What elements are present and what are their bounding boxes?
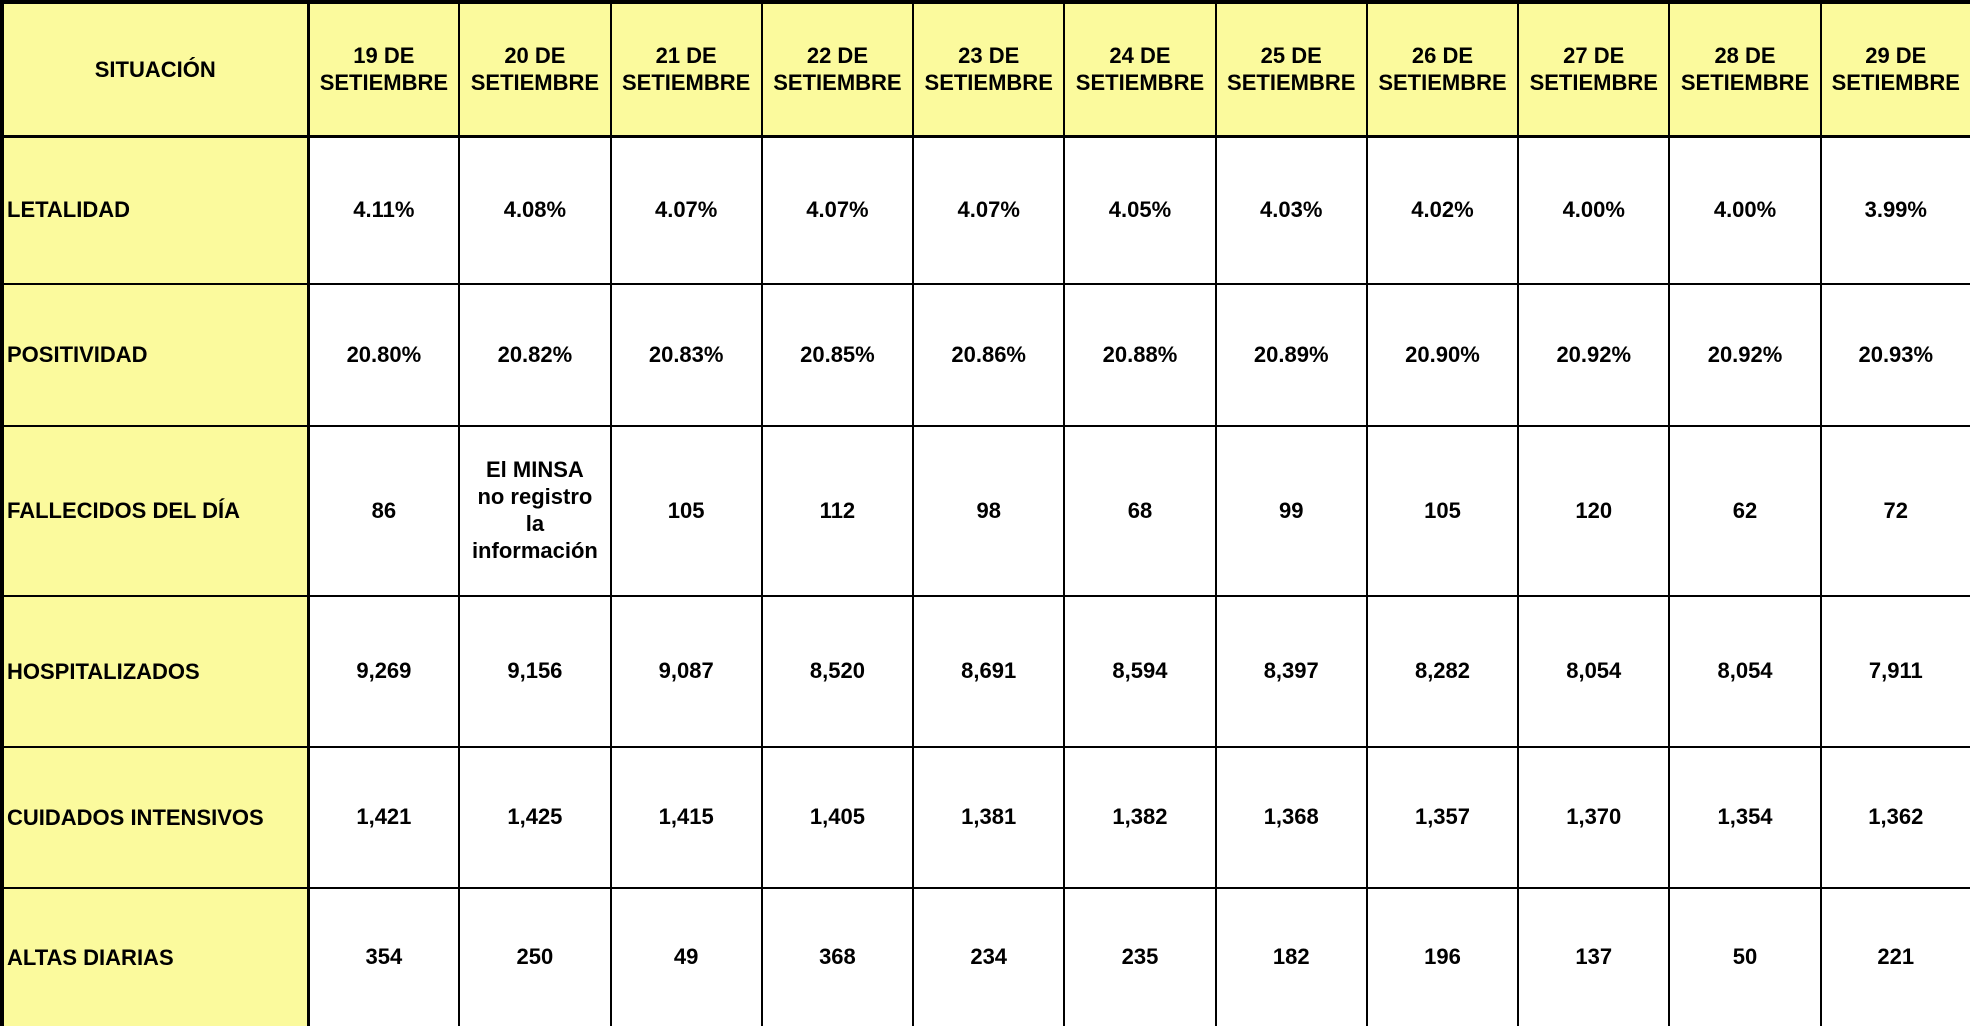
table-cell: 20.92% bbox=[1668, 283, 1822, 427]
table-cell: 7,911 bbox=[1819, 595, 1970, 748]
table-cell: 112 bbox=[760, 425, 915, 597]
table-row: LETALIDAD 4.11% 4.08% 4.07% 4.07% 4.07% 4.05% 4… bbox=[1, 135, 1970, 285]
table-cell: 72 bbox=[1819, 425, 1970, 597]
table-cell: 8,520 bbox=[760, 595, 915, 748]
table-cell: 1,405 bbox=[760, 746, 915, 889]
column-header-date: 22 DE SETIEMBRE bbox=[760, 1, 915, 138]
table-cell: 1,354 bbox=[1668, 746, 1822, 889]
table-cell: 1,381 bbox=[912, 746, 1066, 889]
table-cell: 120 bbox=[1517, 425, 1671, 597]
table-cell: 1,357 bbox=[1365, 746, 1520, 889]
table-cell: 105 bbox=[609, 425, 763, 597]
column-header-date: 23 DE SETIEMBRE bbox=[912, 1, 1066, 138]
column-header-date: 20 DE SETIEMBRE bbox=[458, 1, 612, 138]
row-label: FALLECIDOS DEL DÍA bbox=[1, 425, 310, 597]
table-cell: 368 bbox=[760, 887, 915, 1026]
table-cell: 20.88% bbox=[1063, 283, 1217, 427]
table-cell: 9,156 bbox=[458, 595, 612, 748]
table-cell: El MINSA no registro la información bbox=[458, 425, 612, 597]
table-cell: 4.03% bbox=[1214, 135, 1368, 285]
table-cell: 9,269 bbox=[306, 595, 461, 748]
table-cell: 49 bbox=[609, 887, 763, 1026]
table-cell: 8,397 bbox=[1214, 595, 1368, 748]
table-cell: 354 bbox=[306, 887, 461, 1026]
header-row: SITUACIÓN 19 DE SETIEMBRE 20 DE SETIEMBRE 2… bbox=[1, 1, 1970, 138]
table-cell: 62 bbox=[1668, 425, 1822, 597]
table-cell: 1,362 bbox=[1819, 746, 1970, 889]
table-cell: 20.80% bbox=[306, 283, 461, 427]
column-header-date: 24 DE SETIEMBRE bbox=[1063, 1, 1217, 138]
table-cell: 182 bbox=[1214, 887, 1368, 1026]
column-header-date: 21 DE SETIEMBRE bbox=[609, 1, 763, 138]
column-header-date: 29 DE SETIEMBRE bbox=[1819, 1, 1970, 138]
corner-header-situacion: SITUACIÓN bbox=[1, 1, 310, 138]
table-cell: 20.82% bbox=[458, 283, 612, 427]
table-cell: 3.99% bbox=[1819, 135, 1970, 285]
column-header-date: 28 DE SETIEMBRE bbox=[1668, 1, 1822, 138]
column-header-date: 19 DE SETIEMBRE bbox=[306, 1, 461, 138]
table-cell: 20.90% bbox=[1365, 283, 1520, 427]
table-cell: 105 bbox=[1365, 425, 1520, 597]
column-header-date: 27 DE SETIEMBRE bbox=[1517, 1, 1671, 138]
table-cell: 8,691 bbox=[912, 595, 1066, 748]
row-label: HOSPITALIZADOS bbox=[1, 595, 310, 748]
table-row: ALTAS DIARIAS 354 250 49 368 234 235 182 196 137 5… bbox=[1, 887, 1970, 1026]
table-cell: 86 bbox=[306, 425, 461, 597]
table-cell: 4.07% bbox=[609, 135, 763, 285]
table-cell: 4.07% bbox=[760, 135, 915, 285]
table-cell: 137 bbox=[1517, 887, 1671, 1026]
table-cell: 1,421 bbox=[306, 746, 461, 889]
table-row: POSITIVIDAD 20.80% 20.82% 20.83% 20.85% 20.86… bbox=[1, 283, 1970, 427]
row-label: LETALIDAD bbox=[1, 135, 310, 285]
table-cell: 250 bbox=[458, 887, 612, 1026]
row-label: ALTAS DIARIAS bbox=[1, 887, 310, 1026]
row-label: POSITIVIDAD bbox=[1, 283, 310, 427]
table-cell: 4.02% bbox=[1365, 135, 1520, 285]
table-cell: 4.00% bbox=[1668, 135, 1822, 285]
table-row: FALLECIDOS DEL DÍA 86 El MINSA no registro… bbox=[1, 425, 1970, 597]
table-cell: 20.86% bbox=[912, 283, 1066, 427]
row-label: CUIDADOS INTENSIVOS bbox=[1, 746, 310, 889]
table-cell: 99 bbox=[1214, 425, 1368, 597]
table-row: HOSPITALIZADOS 9,269 9,156 9,087 8,520 8,691 8… bbox=[1, 595, 1970, 748]
table-cell: 1,370 bbox=[1517, 746, 1671, 889]
table-cell: 1,368 bbox=[1214, 746, 1368, 889]
table-cell: 4.07% bbox=[912, 135, 1066, 285]
table-header: SITUACIÓN 19 DE SETIEMBRE 20 DE SETIEMBRE 2… bbox=[1, 1, 1970, 138]
table-body: LETALIDAD 4.11% 4.08% 4.07% 4.07% 4.07% 4.05% 4… bbox=[1, 135, 1970, 1026]
table-cell: 235 bbox=[1063, 887, 1217, 1026]
table-row: CUIDADOS INTENSIVOS 1,421 1,425 1,415 1,405 1… bbox=[1, 746, 1970, 889]
table-cell: 8,282 bbox=[1365, 595, 1520, 748]
table-cell: 8,054 bbox=[1517, 595, 1671, 748]
table-cell: 4.08% bbox=[458, 135, 612, 285]
table-cell: 4.11% bbox=[306, 135, 461, 285]
table-cell: 1,382 bbox=[1063, 746, 1217, 889]
table-cell: 234 bbox=[912, 887, 1066, 1026]
table-cell: 196 bbox=[1365, 887, 1520, 1026]
column-header-date: 25 DE SETIEMBRE bbox=[1214, 1, 1368, 138]
table-cell: 9,087 bbox=[609, 595, 763, 748]
table-cell: 8,054 bbox=[1668, 595, 1822, 748]
table-cell: 68 bbox=[1063, 425, 1217, 597]
table-cell: 98 bbox=[912, 425, 1066, 597]
table-cell: 8,594 bbox=[1063, 595, 1217, 748]
table-cell: 20.93% bbox=[1819, 283, 1970, 427]
table-cell: 1,415 bbox=[609, 746, 763, 889]
table-cell: 4.00% bbox=[1517, 135, 1671, 285]
table-cell: 4.05% bbox=[1063, 135, 1217, 285]
table-cell: 50 bbox=[1668, 887, 1822, 1026]
column-header-date: 26 DE SETIEMBRE bbox=[1365, 1, 1520, 138]
table-cell: 20.85% bbox=[760, 283, 915, 427]
table-cell: 221 bbox=[1819, 887, 1970, 1026]
table-cell: 20.83% bbox=[609, 283, 763, 427]
table-cell: 1,425 bbox=[458, 746, 612, 889]
table-cell: 20.92% bbox=[1517, 283, 1671, 427]
table-cell: 20.89% bbox=[1214, 283, 1368, 427]
